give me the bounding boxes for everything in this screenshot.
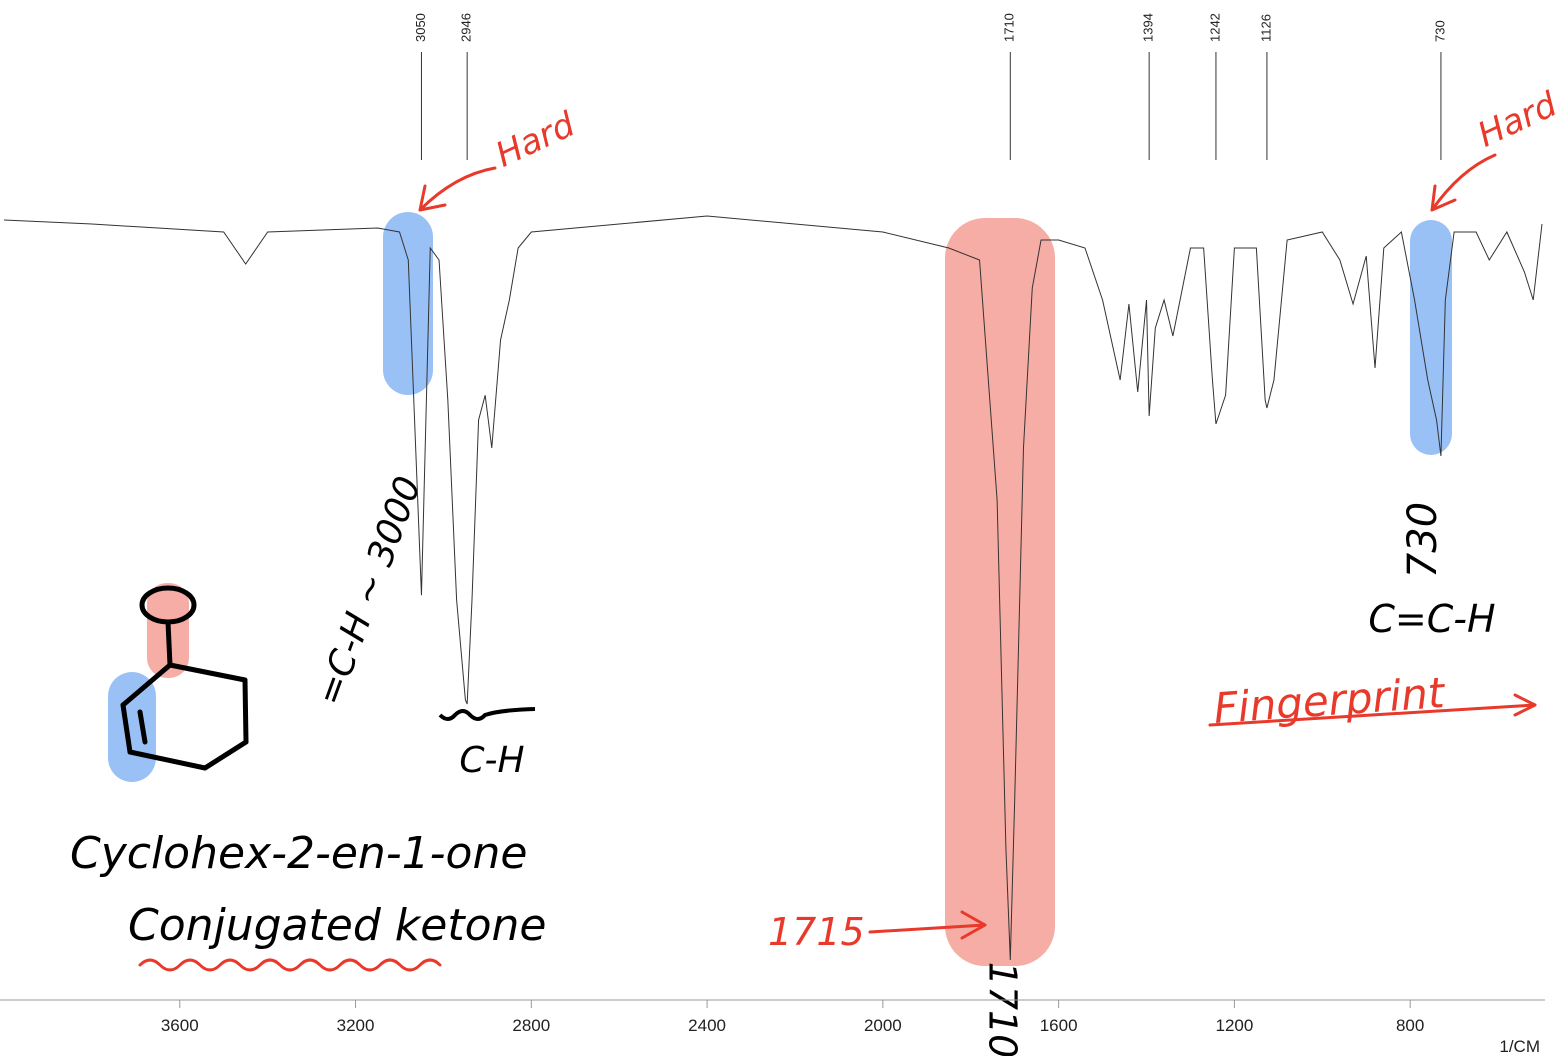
annotation: C=C-H bbox=[1368, 597, 1495, 641]
x-axis-label: 1/CM bbox=[1499, 1037, 1540, 1056]
x-tick-label: 1600 bbox=[1040, 1016, 1078, 1035]
peak-label: 1394 bbox=[1141, 13, 1156, 42]
peak-label: 1242 bbox=[1207, 13, 1222, 42]
molecule bbox=[120, 585, 249, 771]
annotation: C-H bbox=[459, 740, 524, 781]
bracket bbox=[438, 707, 536, 721]
annotation: Hard bbox=[1472, 84, 1559, 155]
highlight bbox=[945, 218, 1055, 966]
annotation: 1710 bbox=[981, 962, 1025, 1056]
peak-label: 730 bbox=[1432, 20, 1447, 42]
arrow bbox=[138, 153, 1537, 972]
highlight bbox=[1410, 220, 1452, 455]
annotation: Hard bbox=[490, 104, 582, 175]
highlight bbox=[108, 672, 156, 782]
spectrum bbox=[3, 215, 1543, 961]
x-tick-label: 800 bbox=[1396, 1016, 1424, 1035]
highlight bbox=[383, 212, 433, 395]
peak-label: 3050 bbox=[413, 13, 428, 42]
annotation: Fingerprint bbox=[1212, 668, 1447, 733]
annotation: =C-H ~ 3000 bbox=[309, 471, 430, 711]
peak-label: 1126 bbox=[1258, 14, 1273, 42]
x-tick-label: 3200 bbox=[337, 1016, 375, 1035]
peak-label: 2946 bbox=[459, 13, 474, 42]
peak-label: 1710 bbox=[1002, 13, 1017, 42]
annotation: Cyclohex-2-en-1-one bbox=[70, 828, 527, 879]
x-tick-label: 2400 bbox=[688, 1016, 726, 1035]
x-tick-label: 2800 bbox=[512, 1016, 550, 1035]
annotation: 730 bbox=[1400, 502, 1446, 578]
x-tick-label: 2000 bbox=[864, 1016, 902, 1035]
x-tick-label: 3600 bbox=[161, 1016, 199, 1035]
x-tick-label: 1200 bbox=[1215, 1016, 1253, 1035]
annotation: 1715 bbox=[768, 910, 865, 954]
annotation: Conjugated ketone bbox=[128, 900, 546, 951]
